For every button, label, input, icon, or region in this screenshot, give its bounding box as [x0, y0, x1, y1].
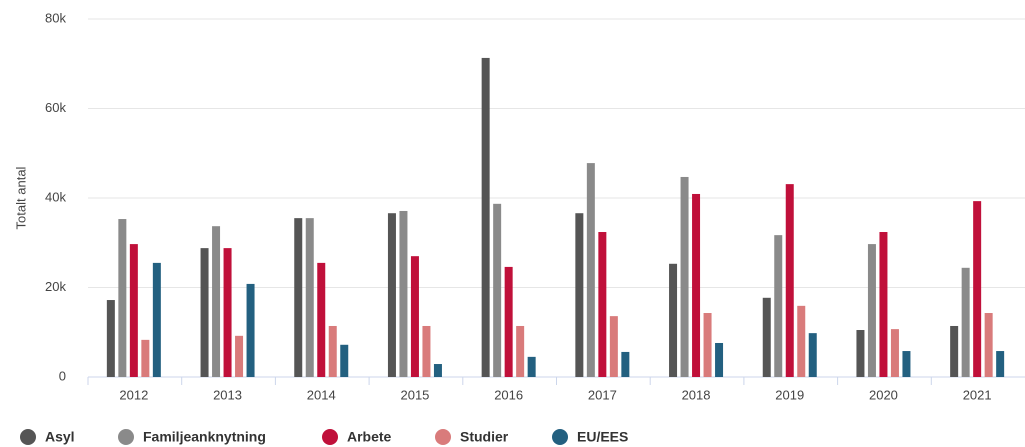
bar [879, 232, 888, 377]
bar [516, 325, 525, 377]
bar [527, 356, 536, 377]
legend-text: Familjeanknytning [143, 429, 266, 445]
y-axis-label: Totalt antal [13, 166, 28, 229]
bar [399, 210, 408, 377]
bar [950, 325, 959, 377]
bar [152, 262, 161, 377]
bar [609, 316, 618, 377]
legend-text: Asyl [45, 429, 75, 445]
legend-marker [20, 429, 36, 445]
bar [984, 313, 993, 377]
bar [598, 232, 607, 377]
bar [212, 226, 221, 377]
bar [575, 213, 584, 377]
x-tick-label: 2016 [494, 387, 523, 402]
bar [890, 329, 899, 377]
bar [433, 364, 442, 377]
bar [856, 330, 865, 377]
x-tick-label: 2018 [682, 387, 711, 402]
y-tick-label: 20k [45, 279, 66, 294]
x-tick-label: 2017 [588, 387, 617, 402]
bar [669, 263, 678, 377]
bar [493, 203, 502, 377]
x-tick-label: 2021 [963, 387, 992, 402]
legend-text: Studier [460, 429, 509, 445]
bar [141, 339, 150, 377]
x-tick-label: 2020 [869, 387, 898, 402]
bar [235, 335, 244, 377]
y-tick-label: 0 [59, 368, 66, 383]
bar [996, 351, 1005, 377]
bar [715, 342, 724, 377]
bar [129, 244, 138, 377]
bar [481, 57, 490, 378]
bar [973, 201, 982, 377]
bar [680, 176, 689, 377]
legend-marker [435, 429, 451, 445]
legend-marker [322, 429, 338, 445]
bar [200, 248, 209, 377]
bar [223, 248, 232, 377]
bar [586, 163, 595, 377]
x-tick-label: 2012 [119, 387, 148, 402]
bar [118, 219, 127, 377]
bar [504, 266, 513, 377]
bar [703, 313, 712, 377]
y-tick-label: 80k [45, 10, 66, 25]
bar [961, 267, 970, 377]
bar [808, 333, 817, 377]
bar [867, 244, 876, 377]
x-tick-label: 2014 [307, 387, 336, 402]
y-tick-label: 40k [45, 189, 66, 204]
bar [340, 344, 349, 377]
bar [387, 213, 396, 377]
bar [422, 325, 431, 377]
bar [621, 351, 630, 377]
legend-marker [552, 429, 568, 445]
bar [797, 305, 806, 377]
bar [106, 300, 115, 377]
legend-text: EU/EES [577, 429, 628, 445]
bar [410, 256, 419, 377]
bar [762, 297, 771, 377]
x-tick-label: 2019 [775, 387, 804, 402]
bar [246, 283, 255, 377]
bar [785, 184, 794, 377]
bar [328, 325, 337, 377]
bar [294, 218, 303, 377]
bar [692, 193, 701, 377]
y-tick-label: 60k [45, 100, 66, 115]
legend-marker [118, 429, 134, 445]
legend-text: Arbete [347, 429, 392, 445]
bar [902, 351, 911, 377]
bar [317, 262, 326, 377]
bar [774, 235, 783, 377]
x-tick-label: 2013 [213, 387, 242, 402]
bar [305, 218, 314, 377]
x-tick-label: 2015 [400, 387, 429, 402]
